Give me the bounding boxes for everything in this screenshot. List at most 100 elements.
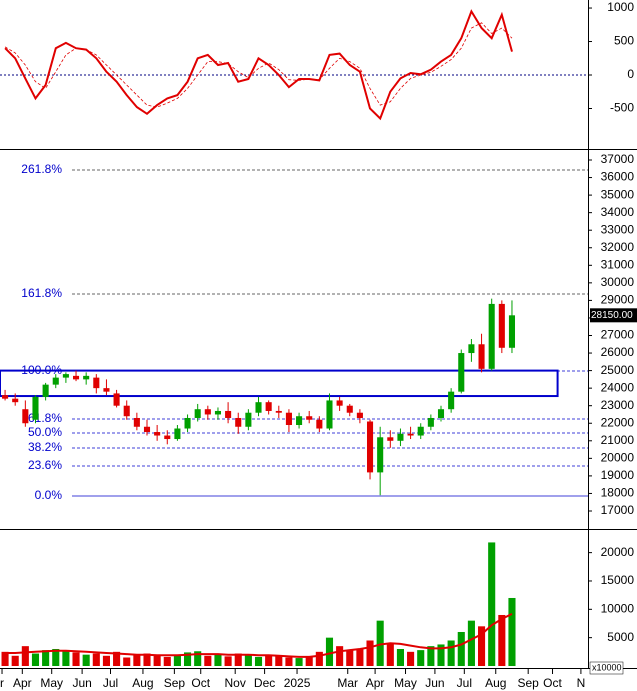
y-tick-label: 31000: [601, 257, 635, 271]
volume-bar: [72, 652, 80, 666]
zone-box: [0, 369, 559, 398]
candle-body: [83, 375, 90, 380]
candle-body: [164, 435, 171, 440]
y-tick-label: 24000: [601, 380, 635, 394]
y-tick-label: 1000: [607, 0, 634, 14]
candle-body: [204, 409, 211, 415]
y-tick-label: 500: [614, 34, 634, 48]
candle-body: [265, 402, 272, 411]
y-tick-label: -500: [610, 101, 634, 115]
y-tick-label: 27000: [601, 328, 635, 342]
volume-bar: [214, 654, 222, 666]
candle-body: [32, 396, 39, 420]
candle-body: [326, 400, 333, 429]
x-tick-label: Sep: [518, 676, 540, 690]
volume-bar: [478, 626, 486, 666]
volume-bar: [52, 648, 60, 666]
candle-body: [437, 409, 445, 418]
series-line: [4, 9, 513, 121]
y-tick-label: 36000: [601, 170, 635, 184]
volume-bar: [92, 653, 100, 666]
volume-bar: [31, 653, 40, 666]
y-tick-label: 29000: [601, 293, 635, 307]
y-tick-label: 18000: [601, 486, 635, 500]
y-tick-label: 21000: [601, 433, 635, 447]
price-tag-label: 28150.00: [591, 310, 633, 321]
candle-body: [42, 384, 49, 397]
candle-body: [498, 303, 505, 348]
candle-body: [235, 417, 242, 427]
volume-bar: [265, 654, 273, 666]
volume-bar: [194, 651, 202, 666]
candle-body: [225, 410, 232, 418]
volume-bar: [184, 652, 192, 666]
candle-body: [316, 419, 323, 429]
y-tick-label: 26000: [601, 345, 635, 359]
volume-bar: [21, 646, 29, 666]
volume-bar: [467, 620, 475, 666]
x-tick-label: Sep: [164, 676, 186, 690]
volume-bar: [163, 656, 171, 666]
candle-body: [468, 344, 475, 354]
candle-body: [275, 410, 282, 413]
candle-body: [387, 437, 394, 441]
x-tick-label: Jun: [72, 676, 91, 690]
y-tick-label: 34000: [601, 205, 635, 219]
x-tick-label: May: [40, 676, 63, 690]
y-tick-label: 0: [627, 67, 634, 81]
candle-body: [458, 353, 465, 392]
volume-bar: [295, 658, 303, 666]
volume-bar: [396, 648, 404, 666]
volume-bar: [386, 643, 394, 666]
fib-label: 261.8%: [21, 162, 62, 176]
volume-bar: [133, 654, 141, 666]
x-tick-label: Mar: [337, 676, 358, 690]
y-tick-label: 15000: [601, 573, 635, 587]
y-tick-label: 37000: [601, 152, 635, 166]
volume-bar: [102, 655, 110, 666]
candle-body: [397, 433, 404, 441]
x-tick-label: r: [0, 676, 4, 690]
volume-bar: [376, 620, 384, 666]
fib-label: 161.8%: [21, 286, 62, 300]
candle-body: [508, 315, 516, 348]
x-tick-label: Oct: [191, 676, 210, 690]
volume-bar: [123, 657, 131, 666]
y-tick-label: 23000: [601, 398, 635, 412]
volume-bar: [234, 653, 242, 666]
x-tick-label: Nov: [225, 676, 246, 690]
volume-bar: [62, 651, 70, 666]
candle-body: [336, 400, 343, 406]
candle-body: [22, 409, 29, 424]
volume-bar: [204, 655, 212, 666]
y-tick-label: 5000: [607, 630, 634, 644]
volume-bar: [508, 597, 516, 666]
volume-bar: [153, 655, 161, 666]
candle-body: [143, 426, 151, 433]
candle-body: [407, 433, 414, 436]
candle-body: [366, 421, 374, 473]
volume-bar: [113, 651, 121, 666]
x-tick-label: 2025: [284, 676, 311, 690]
candle-body: [93, 377, 100, 389]
candle-body: [427, 417, 434, 427]
volume-bar: [224, 656, 232, 666]
volume-bar: [254, 656, 263, 666]
fib-label: 38.2%: [28, 440, 62, 454]
y-tick-label: 20000: [601, 545, 635, 559]
x-tick-label: Jun: [425, 676, 444, 690]
volume-bar: [42, 650, 50, 666]
candle-body: [154, 432, 161, 436]
candle-body: [478, 344, 485, 369]
x-tick-label: Apr: [13, 676, 32, 690]
candle-body: [133, 417, 140, 427]
price-tag: [590, 308, 637, 323]
fib-label: 23.6%: [28, 458, 62, 472]
y-tick-label: 35000: [601, 187, 635, 201]
x-tick-label: Jul: [103, 676, 118, 690]
candle-body: [214, 410, 222, 415]
volume-bar: [275, 655, 283, 666]
candle-body: [346, 405, 353, 413]
y-tick-label: 19000: [601, 468, 635, 482]
